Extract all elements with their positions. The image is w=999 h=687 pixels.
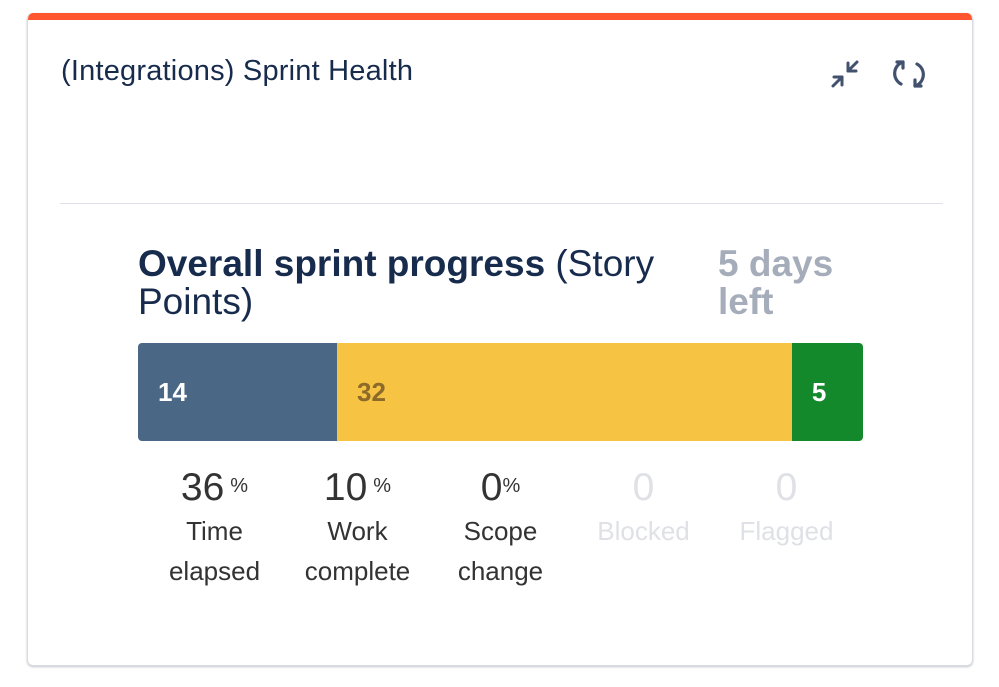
progress-heading-unit: (Story Points) [138,243,655,322]
stat-time-elapsed: 36% Time elapsed [143,465,286,591]
progress-segment-done[interactable]: 14 [138,343,338,441]
progress-segment-label: 5 [811,376,827,407]
progress-segment-to-do[interactable]: 5 [791,343,863,441]
stat-value: 36% [143,465,286,511]
gadget-title: (Integrations) Sprint Health [61,55,414,87]
stat-label: Blocked [597,516,690,546]
stat-value: 10% [286,465,429,511]
stat-label: Time elapsed [168,516,261,586]
stat-value: 0 [715,465,858,511]
stat-unit: % [373,475,392,497]
stat-flagged: 0 Flagged [715,465,858,591]
stat-number: 36 [180,466,225,509]
stat-unit: % [230,475,249,497]
gadget-accent-bar [28,13,972,20]
stat-value: 0% [429,465,572,511]
progress-segment-label: 14 [158,376,187,407]
minimize-icon [831,60,859,88]
progress-segment-label: 32 [357,376,386,407]
stat-number: 0 [632,466,655,509]
stat-scope-change: 0% Scope change [429,465,572,591]
progress-heading: Overall sprint progress (Story Points) [138,245,698,321]
refresh-button[interactable] [890,55,928,93]
progress-heading-strong: Overall sprint progress [138,243,546,284]
sprint-progress-bar: 14 32 5 [138,343,863,441]
minimize-button[interactable] [826,55,864,93]
progress-segment-in-progress[interactable]: 32 [337,343,792,441]
stat-number: 0 [775,466,798,509]
stat-label: Scope change [457,516,544,586]
sprint-stats: 36% Time elapsed 10% Work complete 0% Scope c… [143,465,858,591]
stat-unit: % [502,475,521,497]
days-left: 5 days left [718,243,834,322]
refresh-icon [893,60,925,88]
stat-label: Work complete [304,516,411,586]
stat-label: Flagged [739,516,834,546]
stat-number: 10 [323,466,368,509]
stat-work-complete: 10% Work complete [286,465,429,591]
gadget-actions [826,55,928,93]
header-divider [60,203,943,204]
sprint-health-gadget: (Integrations) Sprint Health [27,13,973,666]
stat-number: 0 [480,466,503,509]
stat-value: 0 [572,465,715,511]
stat-blocked: 0 Blocked [572,465,715,591]
